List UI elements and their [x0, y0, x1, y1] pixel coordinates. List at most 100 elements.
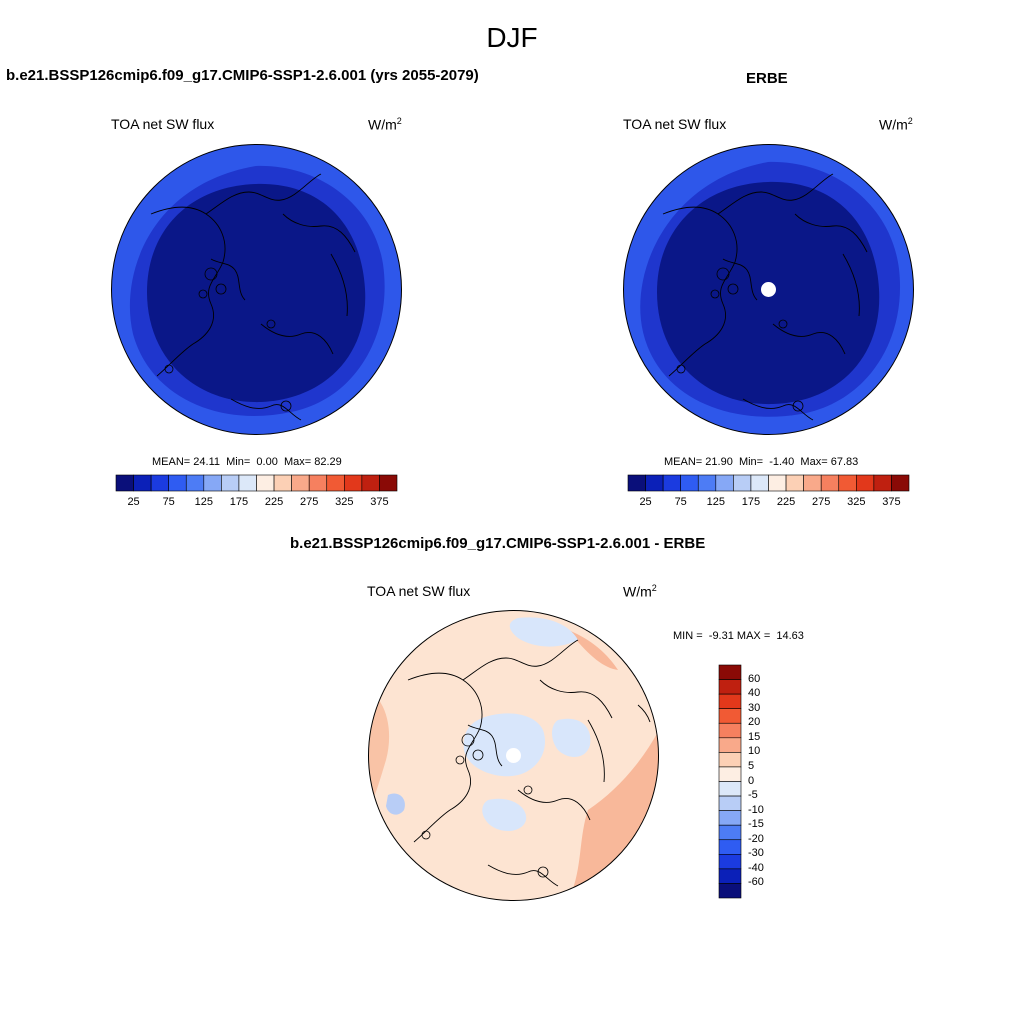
- colorbar-swatch: [718, 752, 742, 768]
- colorbar-swatch: [873, 474, 892, 492]
- colorbar-tick-label: 375: [882, 496, 901, 508]
- pole-hole: [506, 748, 521, 763]
- colorbar-swatch: [718, 839, 742, 855]
- colorbar-tick-label: -15: [748, 818, 764, 831]
- panel-2-colorbar-ticks: 25 75 125 175 225 275 325 375: [628, 496, 909, 510]
- colorbar-swatch: [308, 474, 328, 492]
- islands: [421, 733, 549, 878]
- colorbar-tick-label: 275: [812, 496, 831, 508]
- colorbar-tick-label: 175: [229, 496, 249, 508]
- colorbar-swatch: [344, 474, 363, 492]
- panel-2-title: ERBE: [746, 70, 788, 87]
- colorbar-swatch: [627, 474, 646, 492]
- coastlines: [150, 173, 356, 421]
- colorbar-tick-label: 175: [741, 496, 761, 508]
- diff-panel-title: b.e21.BSSP126cmip6.f09_g17.CMIP6-SSP1-2.…: [290, 535, 706, 552]
- islands: [164, 267, 292, 412]
- colorbar-tick-label: -10: [748, 803, 764, 816]
- colorbar-swatch: [718, 883, 742, 899]
- diff-panel-variable: TOA net SW flux: [367, 583, 471, 599]
- colorbar-swatch: [185, 474, 205, 492]
- colorbar-swatch: [718, 679, 742, 695]
- panel-1-stats: MEAN= 24.11 Min= 0.00 Max= 82.29: [152, 456, 342, 468]
- colorbar-tick-label: -60: [748, 876, 764, 889]
- panel-1-units: W/m2: [368, 116, 402, 133]
- colorbar-swatch: [803, 474, 822, 492]
- colorbar-tick-label: 375: [370, 496, 389, 508]
- colorbar-swatch: [680, 474, 699, 492]
- colorbar-swatch: [768, 474, 787, 492]
- figure-title: DJF: [486, 22, 538, 53]
- colorbar-swatch: [221, 474, 240, 492]
- colorbar-tick-label: 125: [706, 496, 725, 508]
- panel-2-variable: TOA net SW flux: [623, 116, 727, 132]
- colorbar-swatch: [379, 474, 398, 492]
- panel-2-stats: MEAN= 21.90 Min= -1.40 Max= 67.83: [664, 456, 859, 468]
- colorbar-tick-label: -20: [748, 832, 764, 845]
- colorbar-swatch: [718, 824, 742, 841]
- cool-patch-east: [552, 718, 591, 757]
- panel-1-colorbar-ticks: 25 75 125 175 225 275 325 375: [116, 496, 397, 510]
- diff-panel-minmax: MIN = -9.31 MAX = 14.63: [673, 630, 804, 642]
- colorbar-tick-label: 25: [639, 496, 652, 508]
- colorbar-swatch: [718, 854, 742, 870]
- colorbar-swatch: [718, 708, 742, 724]
- panel-1-colorbar: [115, 474, 398, 492]
- inner-region: [147, 183, 366, 403]
- pole-hole: [761, 282, 776, 297]
- colorbar-swatch: [273, 474, 292, 492]
- cool-patch-north: [509, 617, 578, 647]
- colorbar-swatch: [203, 474, 222, 492]
- colorbar-swatch: [820, 474, 840, 492]
- diff-panel-units: W/m2: [623, 583, 657, 600]
- colorbar-swatch: [697, 474, 717, 492]
- colorbar-swatch: [115, 474, 134, 492]
- panel-1-title: b.e21.BSSP126cmip6.f09_g17.CMIP6-SSP1-2.…: [6, 67, 479, 84]
- map-border: [368, 610, 659, 901]
- islands: [676, 267, 804, 412]
- colorbar-tick-label: 40: [748, 687, 761, 700]
- colorbar-tick-label: 60: [748, 672, 761, 685]
- colorbar-swatch: [662, 474, 681, 492]
- colorbar-swatch: [718, 868, 742, 884]
- colorbar-swatch: [361, 474, 380, 492]
- colorbar-swatch: [238, 474, 257, 492]
- colorbar-swatch: [718, 810, 742, 826]
- colorbar-tick-label: 125: [194, 496, 213, 508]
- colorbar-swatch: [256, 474, 275, 492]
- colorbar-swatch: [718, 693, 742, 709]
- cool-patch-center: [463, 713, 546, 777]
- colorbar-tick-label: -30: [748, 847, 764, 860]
- panel-2-colorbar: [627, 474, 910, 492]
- colorbar-tick-label: 5: [748, 759, 755, 772]
- colorbar-tick-label: -40: [748, 861, 764, 874]
- colorbar-swatch: [715, 474, 734, 492]
- colorbar-tick-label: 75: [162, 496, 175, 508]
- colorbar-swatch: [326, 474, 345, 492]
- panel-2-map: [623, 144, 914, 435]
- colorbar-swatch: [718, 766, 742, 782]
- colorbar-tick-label: -5: [748, 789, 758, 802]
- colorbar-tick-label: 225: [264, 496, 284, 508]
- colorbar-swatch: [733, 474, 752, 492]
- colorbar-tick-label: 10: [748, 745, 761, 758]
- colorbar-swatch: [856, 474, 875, 492]
- panel-1-variable: TOA net SW flux: [111, 116, 215, 132]
- colorbar-tick-label: 15: [748, 730, 761, 743]
- colorbar-swatch: [750, 474, 769, 492]
- panel-1-map: [111, 144, 402, 435]
- colorbar-tick-label: 20: [748, 716, 761, 729]
- colorbar-swatch: [718, 664, 742, 680]
- colorbar-swatch: [291, 474, 310, 492]
- colorbar-tick-label: 30: [748, 701, 761, 714]
- warm-edge-north: [568, 630, 618, 670]
- coastlines: [662, 173, 868, 421]
- colorbar-swatch: [891, 474, 910, 492]
- colorbar-swatch: [718, 737, 742, 753]
- diff-colorbar: [718, 664, 742, 899]
- diff-panel-map: [368, 610, 659, 901]
- cool-patch-south: [482, 798, 527, 832]
- colorbar-swatch: [718, 795, 742, 811]
- colorbar-tick-label: 325: [847, 496, 866, 508]
- colorbar-tick-label: 225: [776, 496, 796, 508]
